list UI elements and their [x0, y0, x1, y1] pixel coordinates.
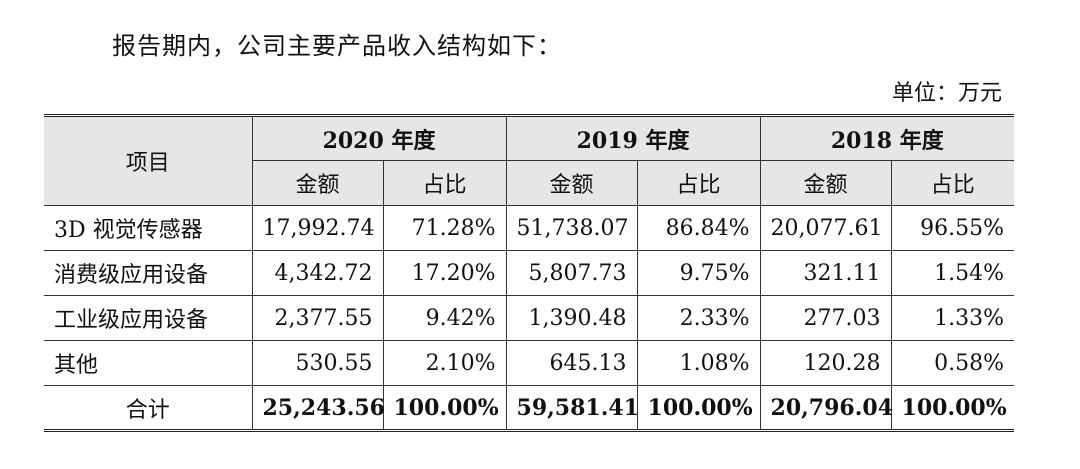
total-ratio-cell: 100.00%	[890, 385, 1015, 431]
ratio-header: 占比	[890, 160, 1015, 206]
total-row: 合计 25,243.56 100.00% 59,581.41 100.00% 2…	[44, 385, 1015, 431]
amount-header: 金额	[505, 160, 638, 206]
ratio-header: 占比	[636, 160, 761, 206]
ratio-cell: 1.54%	[890, 250, 1015, 296]
ratio-cell: 9.75%	[636, 250, 761, 296]
amount-cell: 120.28	[759, 340, 892, 386]
ratio-cell: 96.55%	[890, 205, 1015, 251]
year-header-2018: 2018 年度	[759, 115, 1015, 161]
ratio-cell: 2.33%	[636, 295, 761, 341]
amount-cell: 645.13	[505, 340, 638, 386]
row-name: 工业级应用设备	[44, 295, 253, 341]
amount-cell: 277.03	[759, 295, 892, 341]
amount-header: 金额	[759, 160, 892, 206]
amount-cell: 530.55	[251, 340, 384, 386]
ratio-cell: 2.10%	[382, 340, 507, 386]
ratio-header: 占比	[382, 160, 507, 206]
total-amount-cell: 20,796.04	[759, 385, 893, 431]
amount-cell: 4,342.72	[251, 250, 384, 296]
amount-cell: 20,077.61	[759, 205, 892, 251]
amount-header: 金额	[252, 160, 384, 206]
table-row: 工业级应用设备 2,377.55 9.42% 1,390.48 2.33% 27…	[44, 295, 1015, 341]
revenue-table: 项目 2020 年度 2019 年度 2018 年度 金额 占比 金额 占比 金…	[44, 114, 1015, 432]
unit-label: 单位：万元	[891, 81, 1002, 106]
amount-cell: 1,390.48	[505, 295, 638, 341]
total-label: 合计	[44, 385, 253, 431]
amount-cell: 5,807.73	[505, 250, 638, 296]
total-ratio-cell: 100.00%	[382, 385, 507, 431]
row-name: 消费级应用设备	[44, 250, 253, 296]
total-amount-cell: 25,243.56	[251, 385, 385, 431]
year-header-2020: 2020 年度	[251, 115, 507, 161]
amount-cell: 321.11	[759, 250, 892, 296]
table-row: 消费级应用设备 4,342.72 17.20% 5,807.73 9.75% 3…	[44, 250, 1015, 296]
ratio-cell: 0.58%	[890, 340, 1015, 386]
total-amount-cell: 59,581.41	[505, 385, 639, 431]
intro-text: 报告期内，公司主要产品收入结构如下：	[112, 32, 562, 60]
ratio-cell: 86.84%	[636, 205, 761, 251]
table-row: 3D 视觉传感器 17,992.74 71.28% 51,738.07 86.8…	[44, 205, 1015, 251]
ratio-cell: 1.33%	[890, 295, 1015, 341]
year-header-2019: 2019 年度	[505, 115, 761, 161]
ratio-cell: 71.28%	[382, 205, 507, 251]
ratio-cell: 9.42%	[382, 295, 507, 341]
ratio-cell: 17.20%	[382, 250, 507, 296]
table-row: 其他 530.55 2.10% 645.13 1.08% 120.28 0.58…	[44, 340, 1015, 386]
row-name: 3D 视觉传感器	[44, 205, 253, 251]
row-name: 其他	[44, 340, 253, 386]
amount-cell: 17,992.74	[251, 205, 384, 251]
total-ratio-cell: 100.00%	[636, 385, 761, 431]
amount-cell: 2,377.55	[251, 295, 384, 341]
amount-cell: 51,738.07	[505, 205, 638, 251]
ratio-cell: 1.08%	[636, 340, 761, 386]
item-header: 项目	[44, 115, 253, 206]
